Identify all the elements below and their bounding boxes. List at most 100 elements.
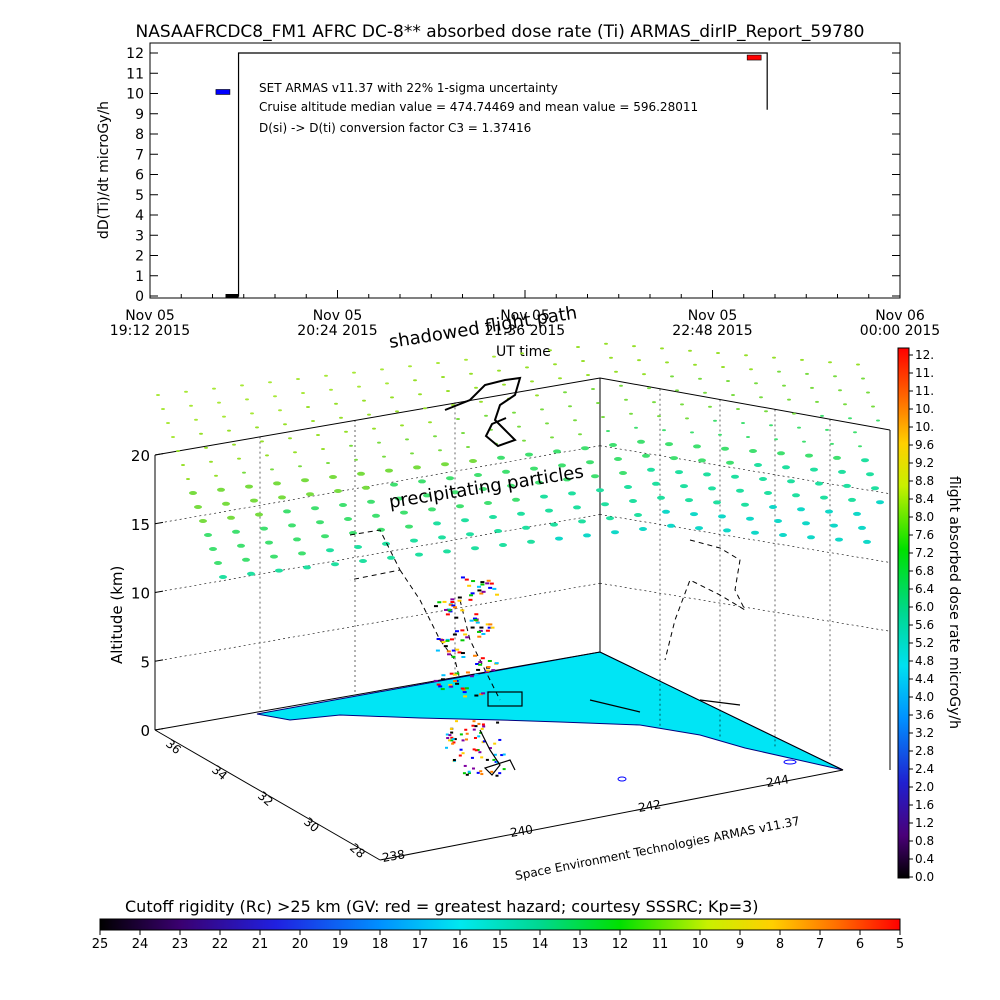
flight-path-point [453,606,458,609]
particle-dash [660,347,664,350]
colorbar-tick-label: 6.8 [915,564,934,578]
rigidity-tick-label: 21 [252,937,269,952]
x-tick-date: Nov 05 [688,308,738,324]
ground-path-point [498,738,502,741]
particle-dash [484,501,492,505]
particle-dash [189,491,197,495]
flight-path-point [476,668,481,671]
flight-path-point [475,621,480,624]
particle-dash [446,390,450,392]
colorbar-tick-label: 7.2 [915,546,934,560]
particle-dash [354,545,362,549]
particle-dash [550,522,558,527]
ground-path-point [455,720,459,723]
particle-dash [522,525,530,530]
particle-dash [377,441,381,444]
x-tick-date: Nov 05 [500,308,550,324]
particle-dash [619,384,623,387]
altitude-tick-mark [154,590,164,593]
flight-path-point [451,604,456,607]
flight-path-point [475,662,480,665]
particle-dash [502,469,510,474]
particle-dash [219,575,227,579]
flight-path-point [470,626,475,629]
particle-dash [751,530,759,535]
ground-path-point [445,746,449,749]
particle-dash [871,486,879,491]
ground-path-point [459,748,463,751]
ground-path-point [449,727,453,730]
particle-dash [545,508,553,513]
y-tick-label: 7 [135,147,144,163]
particle-dash [777,370,781,373]
flight-path-point [457,596,462,599]
particle-dash [194,418,198,421]
particle-dash [736,408,740,410]
ground-path-point [495,774,499,777]
ground-path-point [498,772,502,775]
flight-path-point [485,629,490,632]
particle-dash [642,453,650,458]
particle-dash [390,396,394,399]
ground-path-point [446,737,450,740]
flight-path-point [472,617,477,620]
flight-path-point [469,675,474,678]
flight-path-point [455,648,460,651]
particle-dash [863,539,871,544]
rigidity-tick-label: 20 [292,937,309,952]
flight-path-point [490,626,495,629]
particle-dash [214,561,222,565]
particle-dash [385,468,393,473]
particle-dash [433,521,441,526]
particle-dash [632,345,636,348]
ground-path-point [479,770,483,773]
particle-dash [209,547,217,551]
particle-dash [749,449,757,453]
particle-dash [227,515,235,520]
particle-dash [573,419,577,422]
particle-dash [298,551,306,556]
flight-path-colored [433,576,797,782]
ground-path-point [463,764,467,767]
rigidity-tick-label: 11 [652,937,669,952]
particle-dash [690,512,698,517]
particle-dash [441,376,445,378]
altitude-tick-label: 0 [140,722,150,740]
particle-dash [199,432,203,435]
particle-dash [372,427,376,430]
particle-dash [695,526,703,531]
ground-path-point [492,758,496,761]
flight-path-point [469,619,474,622]
colorbar-tick-label: 4.0 [915,690,934,704]
particle-dash [657,415,661,418]
y-tick-label: 4 [135,208,144,224]
particle-dash [418,393,422,396]
particle-dash [609,356,613,359]
particle-dash [344,430,348,433]
particle-dash [690,431,694,434]
flight-path-point [453,680,458,683]
colorbar-ticks: 12. 11. 11. 10. 10. 9.6 9.2 8.8 8.4 8.0 7.6 7.2 6.8 6… [909,348,934,884]
ground-path-point [459,733,463,736]
flight-path-point [440,678,445,681]
particle-dash [675,389,679,392]
flight-path-point [486,579,491,582]
flight-path-point [460,639,465,642]
colorbar-tick-label: 10. [915,420,934,434]
flight-path-point [474,694,479,697]
particle-dash [548,349,552,352]
flight-path-point [478,661,483,664]
particle-dash [451,490,459,495]
particle-dash [382,541,390,546]
particle-dash [334,489,342,493]
particle-dash [489,515,497,519]
particle-dash [866,391,870,394]
flight-path-point [451,655,456,658]
colorbar-tick-label: 5.2 [915,636,934,650]
particle-dash [563,477,571,482]
particle-dash [825,509,833,514]
colorbar-tick-label: 9.6 [915,438,934,452]
particle-dash [385,382,389,385]
